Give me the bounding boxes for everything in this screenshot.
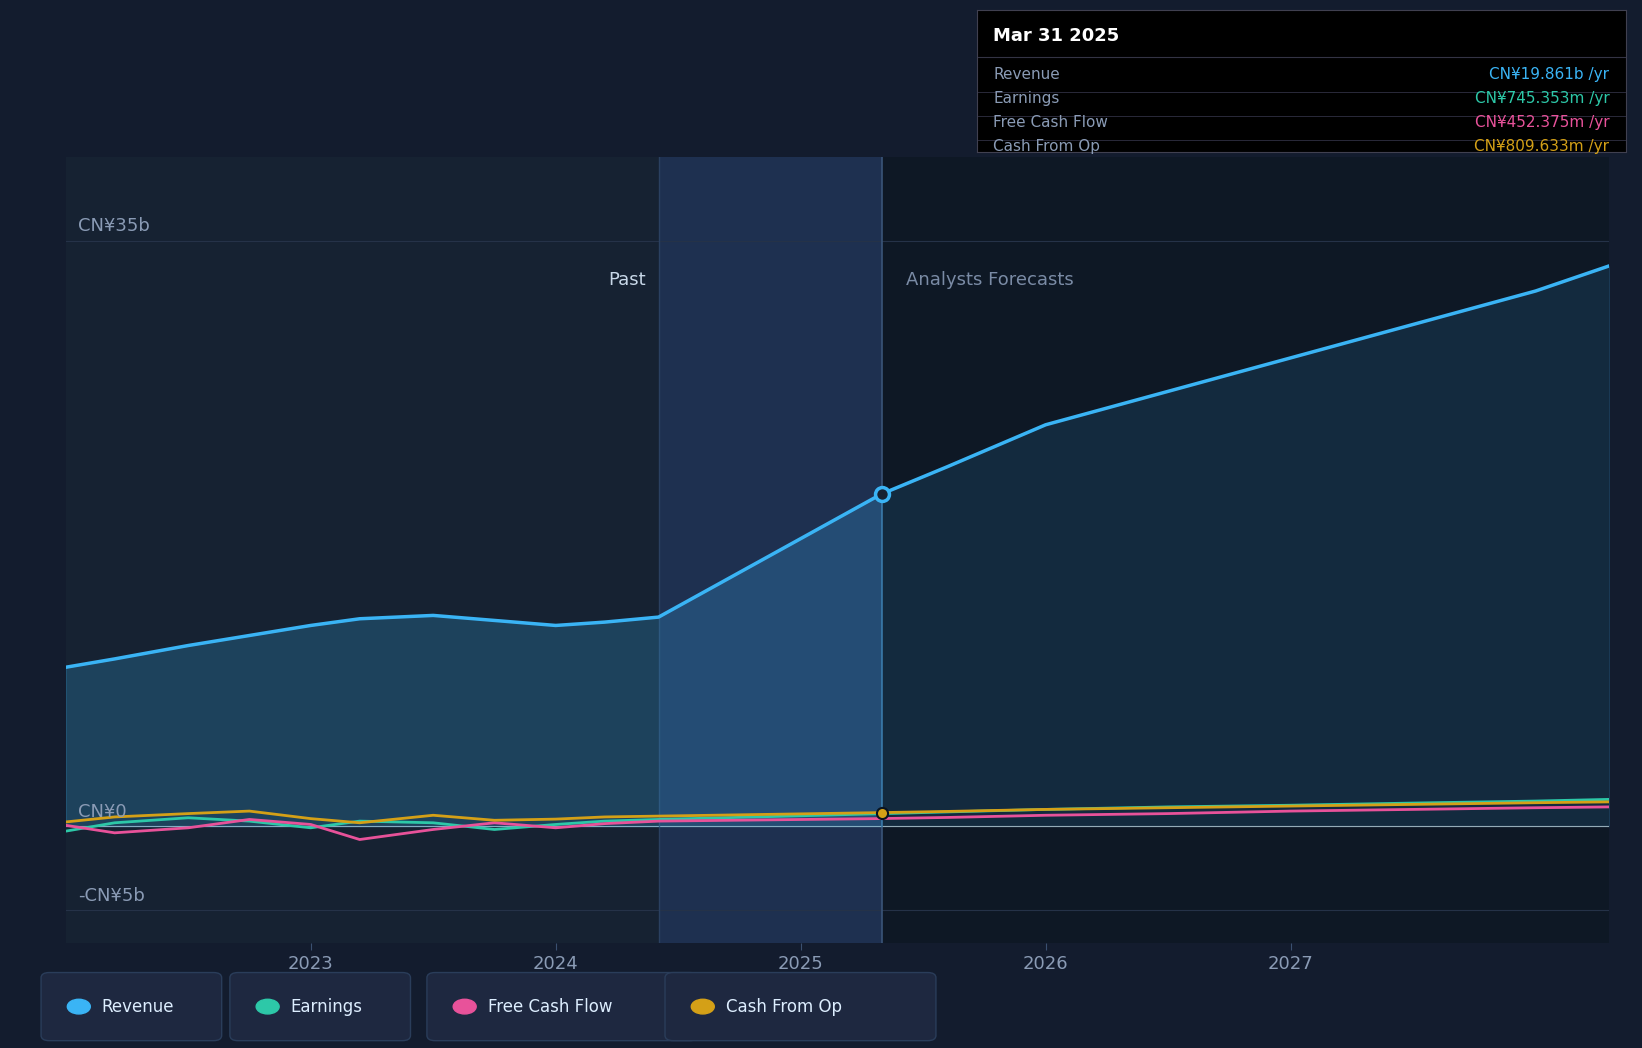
Text: Revenue: Revenue [102,998,174,1016]
Text: Revenue: Revenue [993,67,1061,82]
Text: Free Cash Flow: Free Cash Flow [993,114,1108,130]
Text: CN¥19.861b /yr: CN¥19.861b /yr [1489,67,1609,82]
Text: Past: Past [609,271,647,289]
Bar [658,157,882,943]
Bar [882,157,1609,943]
Text: Cash From Op: Cash From Op [993,138,1100,154]
Text: CN¥745.353m /yr: CN¥745.353m /yr [1475,91,1609,106]
Text: Free Cash Flow: Free Cash Flow [488,998,612,1016]
Text: CN¥809.633m /yr: CN¥809.633m /yr [1475,138,1609,154]
Text: CN¥35b: CN¥35b [77,217,149,235]
Text: Earnings: Earnings [993,91,1059,106]
Text: CN¥0: CN¥0 [77,803,126,822]
Text: -CN¥5b: -CN¥5b [77,887,144,904]
Text: CN¥452.375m /yr: CN¥452.375m /yr [1475,114,1609,130]
Text: Cash From Op: Cash From Op [726,998,842,1016]
Text: Earnings: Earnings [291,998,363,1016]
Text: Analysts Forecasts: Analysts Forecasts [906,271,1074,289]
Bar [66,157,658,943]
Text: Mar 31 2025: Mar 31 2025 [993,27,1120,45]
